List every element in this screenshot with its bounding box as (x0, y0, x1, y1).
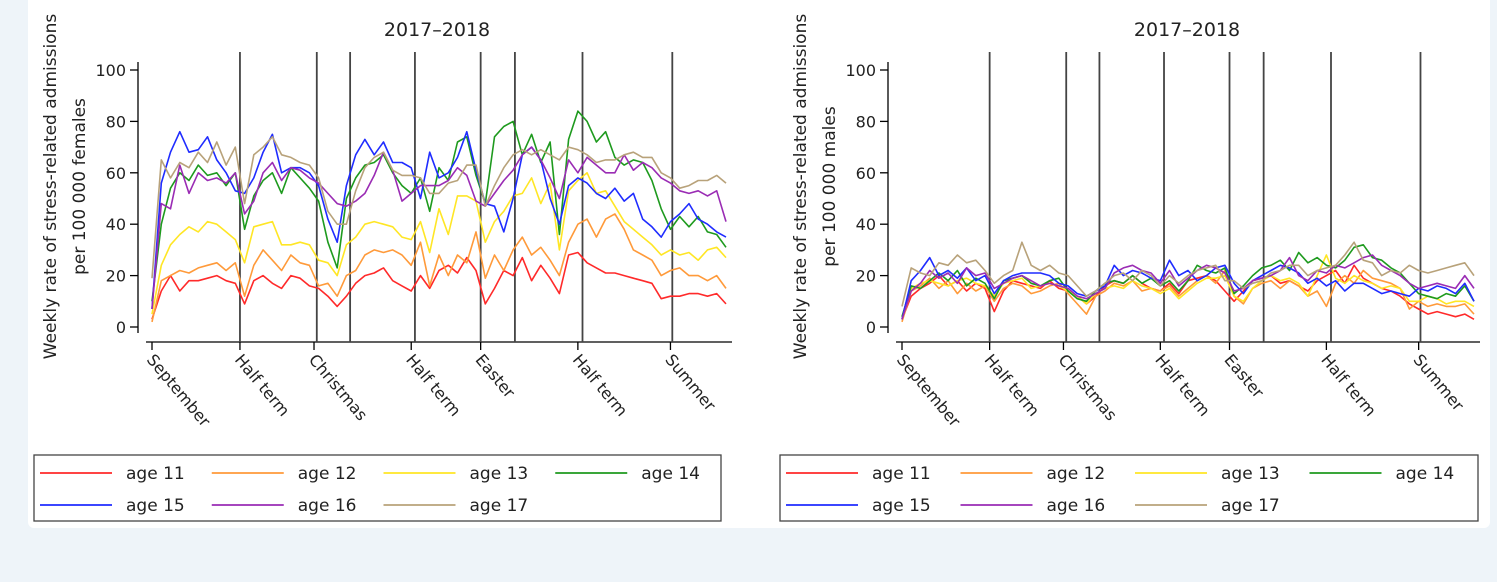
figure-card (28, 0, 1490, 528)
series-line-age-16 (901, 254, 1475, 320)
legend-label: age 12 (1047, 464, 1106, 484)
legend-label: age 13 (470, 464, 529, 484)
y-tick-label: 80 (856, 112, 876, 131)
x-tick-label: Half term (231, 350, 294, 420)
series-line-age-13 (151, 172, 727, 315)
y-tick-label: 80 (106, 112, 126, 131)
y-tick-label: 0 (866, 318, 876, 337)
x-tick-label: Summer (661, 350, 719, 415)
series-line-age-15 (901, 256, 1475, 320)
legend: age 11 age 12 age 13 age 14 age 15 age 16 age … (779, 454, 1479, 522)
chart-panel-2: 2017–2018 Weekly rate of stress-related a… (779, 14, 1480, 522)
series-line-age-12 (901, 269, 1475, 323)
y-tick-label: 40 (106, 215, 126, 234)
x-tick-label: Easter (472, 350, 520, 402)
series-line-age-15 (151, 130, 727, 310)
legend-label: age 13 (1221, 464, 1280, 484)
series-line-age-14 (901, 244, 1475, 317)
y-tick-label: 20 (856, 267, 876, 286)
series-line-age-17 (901, 241, 1475, 307)
x-tick-label: Half term (569, 350, 632, 420)
legend-label: age 17 (470, 496, 529, 516)
y-tick-label: 60 (856, 164, 876, 183)
x-tick-label: Half term (1317, 350, 1380, 420)
y-tick-label: 100 (845, 61, 876, 80)
series-line-age-13 (901, 254, 1475, 317)
legend-label: age 11 (872, 464, 931, 484)
series-line-age-16 (151, 146, 727, 310)
y-axis-label: Weekly rate of stress-related admissions (791, 14, 811, 360)
x-tick-label: Christmas (305, 350, 371, 424)
y-tick-label: 100 (95, 61, 126, 80)
x-tick-label: September (893, 350, 965, 430)
x-tick-label: September (143, 350, 215, 430)
chart-title: 2017–2018 (384, 19, 490, 41)
legend-label: age 17 (1221, 496, 1280, 516)
x-tick-label: Easter (1220, 350, 1268, 402)
y-axis-label-line2: per 100 000 females (70, 98, 90, 275)
chart-panel-1: 2017–2018 Weekly rate of stress-related a… (33, 14, 732, 522)
y-axis-label: Weekly rate of stress-related admissions (41, 14, 61, 360)
y-tick-label: 60 (106, 164, 126, 183)
legend-label: age 14 (1396, 464, 1455, 484)
legend-label: age 15 (126, 496, 185, 516)
legend-label: age 11 (126, 464, 185, 484)
chart-title: 2017–2018 (1134, 19, 1240, 41)
series-line-age-14 (151, 110, 727, 302)
x-tick-label: Half term (402, 350, 465, 420)
legend-box (33, 454, 722, 522)
series-line-age-12 (151, 213, 727, 323)
legend-label: age 16 (298, 496, 357, 516)
x-tick-label: Christmas (1054, 350, 1120, 424)
legend-label: age 14 (641, 464, 700, 484)
y-axis-label-line2: per 100 000 males (820, 106, 840, 267)
x-tick-label: Summer (1410, 350, 1468, 415)
x-tick-label: Half term (1151, 350, 1214, 420)
series-line-age-17 (151, 136, 727, 279)
x-tick-label: Half term (981, 350, 1044, 420)
legend: age 11 age 12 age 13 age 14 age 15 age 16 age … (33, 454, 722, 522)
legend-label: age 15 (872, 496, 931, 516)
legend-label: age 16 (1047, 496, 1106, 516)
legend-label: age 12 (298, 464, 357, 484)
y-tick-label: 40 (856, 215, 876, 234)
legend-box (779, 454, 1479, 522)
y-tick-label: 0 (116, 318, 126, 337)
y-tick-label: 20 (106, 267, 126, 286)
series-line-age-11 (151, 251, 727, 320)
